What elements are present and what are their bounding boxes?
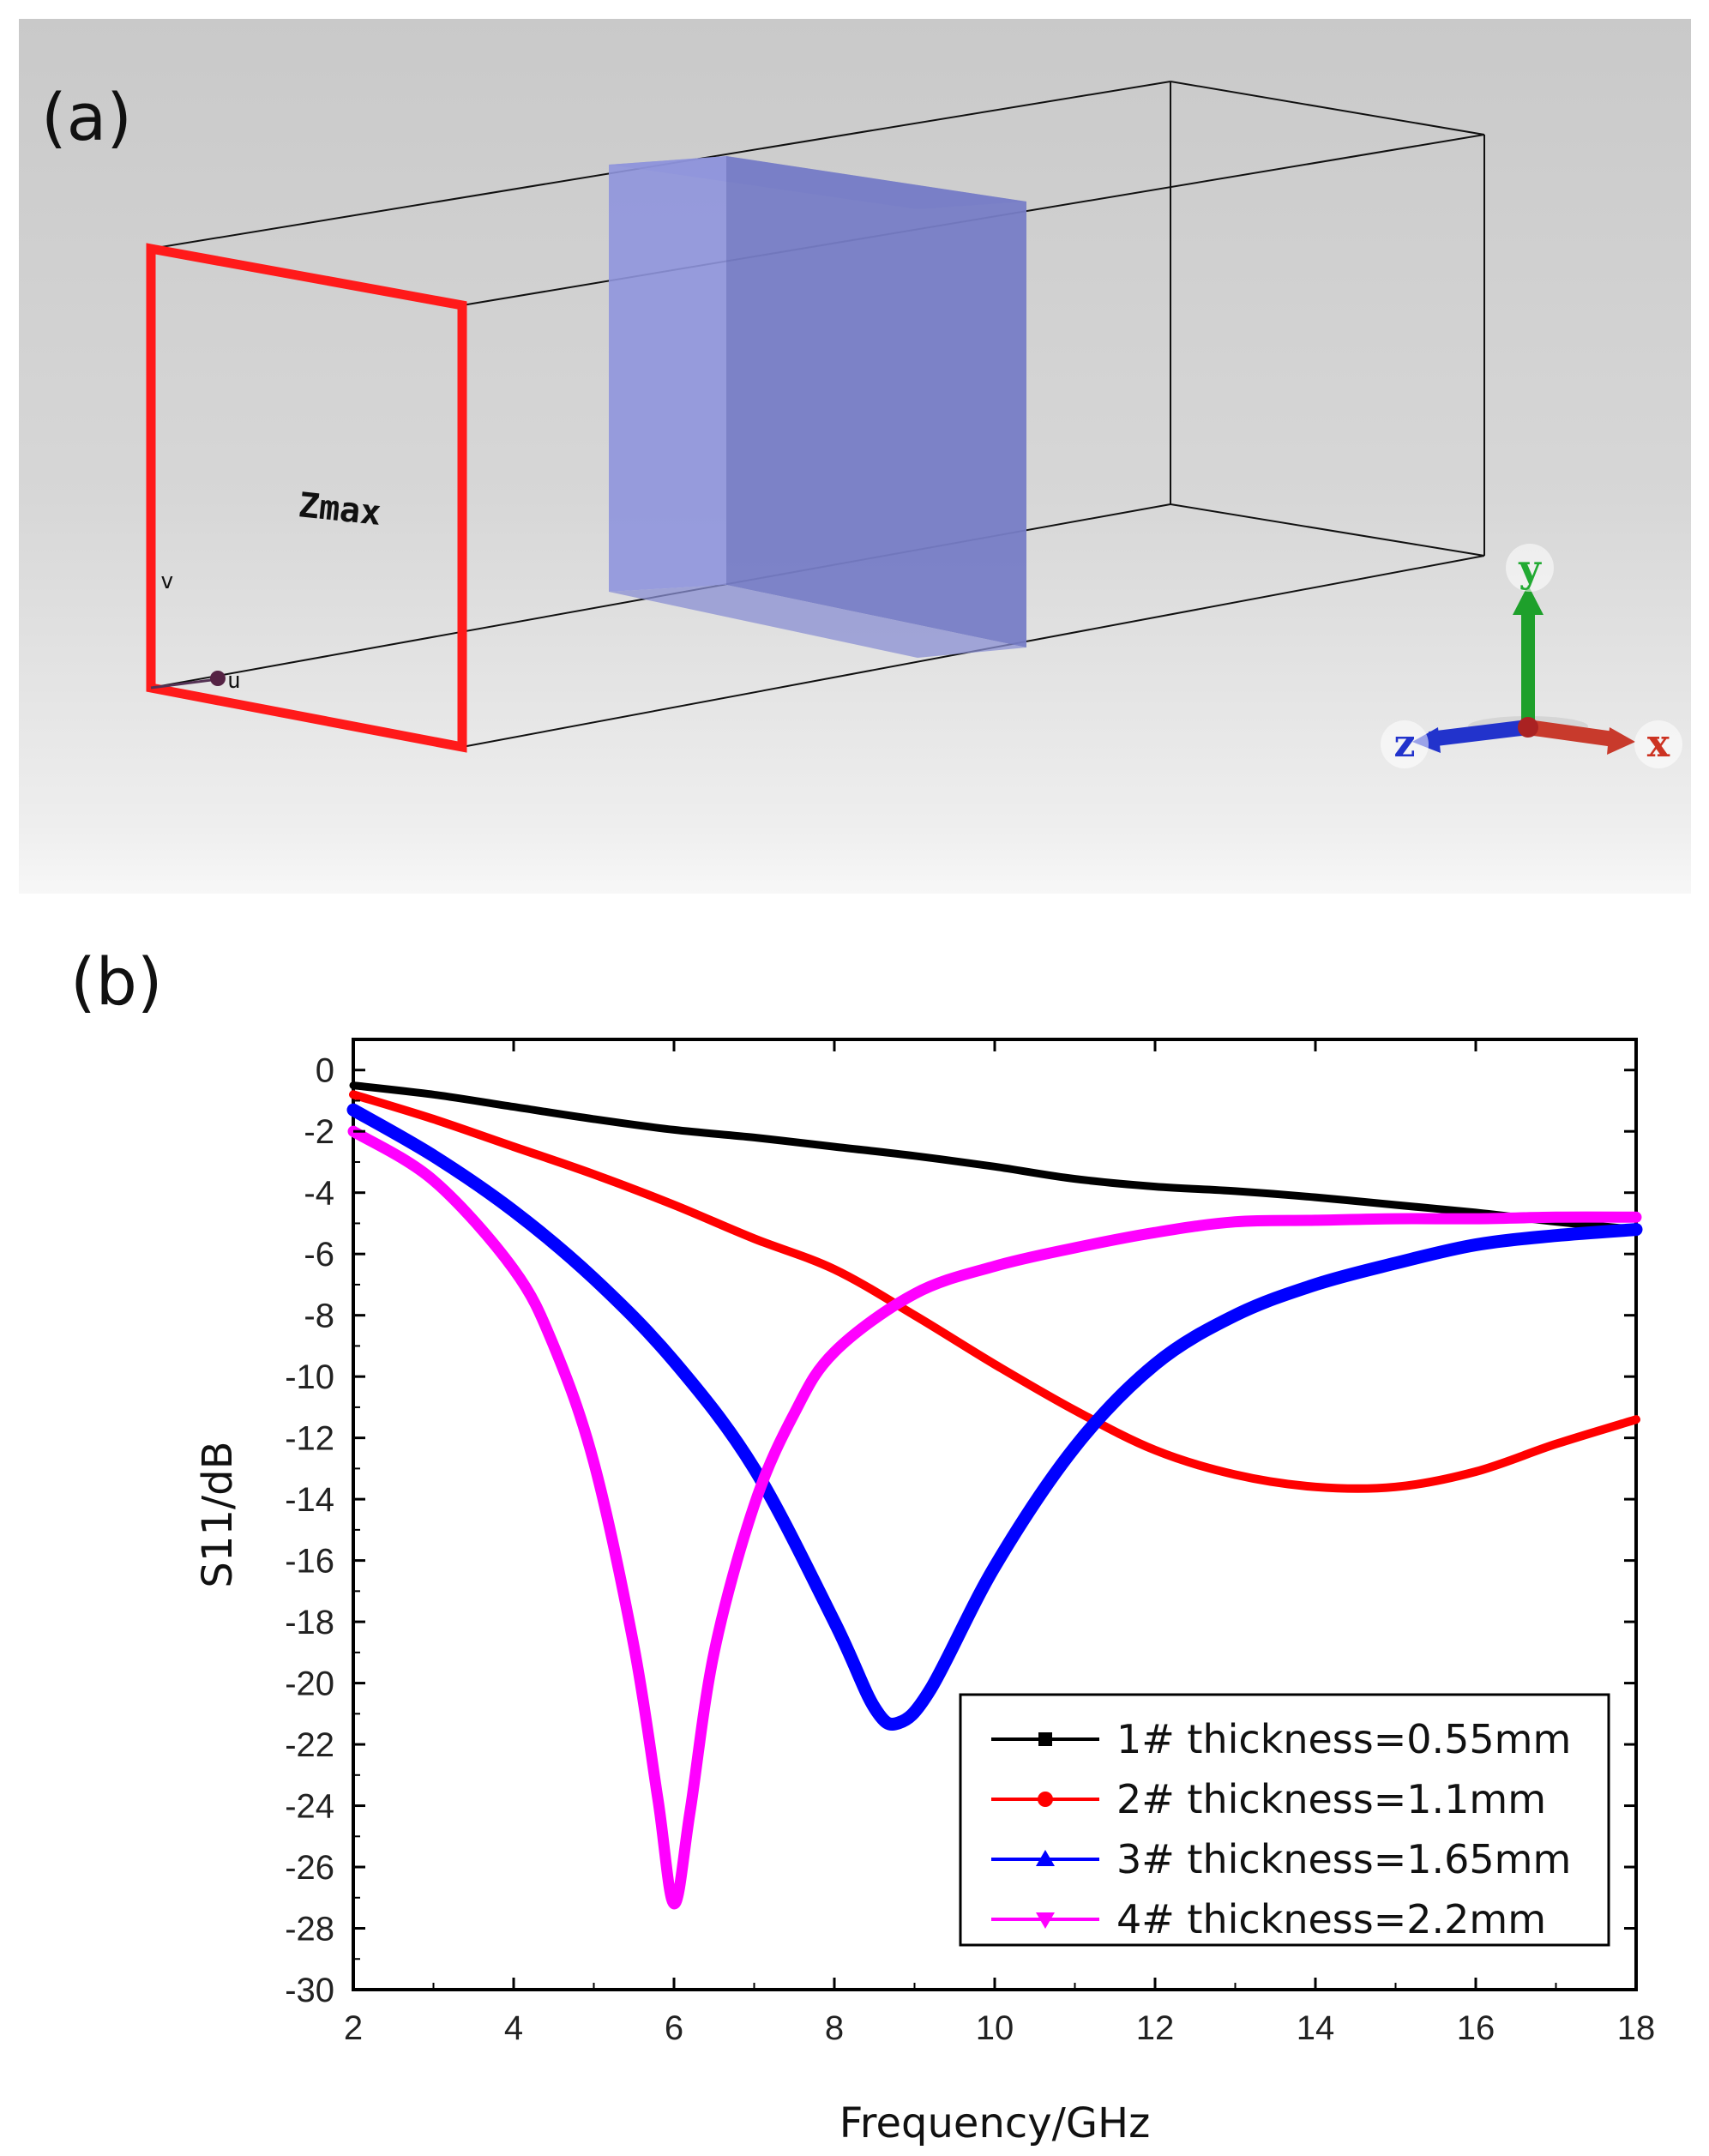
z-axis-label: z	[1394, 722, 1416, 766]
y-tick-label: -6	[304, 1236, 334, 1274]
series-layer	[346, 1081, 1643, 1910]
x-tick-label: 12	[1136, 2009, 1175, 2047]
y-tick-label: -26	[285, 1849, 334, 1887]
absorber-slab	[609, 156, 1026, 658]
y-tick-label: -2	[304, 1113, 334, 1151]
y-axis-label: y	[1518, 547, 1542, 591]
port-frame	[146, 243, 467, 753]
axis-triad: y z x	[1381, 544, 1682, 768]
x-axis-title: Frequency/GHz	[839, 2099, 1151, 2147]
ticks-layer: 2 4 6 8 10 12 14 16 18 0 -2 -4 -6 -8 -10 -12 -14 -16 -18 -2…	[285, 1039, 1655, 2047]
series-line-3	[346, 1103, 1643, 1731]
legend-marker-4	[1036, 1912, 1055, 1929]
series-line-4	[347, 1125, 1642, 1910]
x-tick-label: 10	[976, 2009, 1014, 2047]
u-label: u	[227, 668, 241, 694]
y-tick-label: -4	[304, 1175, 334, 1213]
legend-label-3: 3# thickness=1.65mm	[1116, 1836, 1571, 1882]
y-tick-label: -28	[285, 1911, 334, 1948]
y-tick-label: 0	[316, 1052, 334, 1090]
panel-a-model-view: v u Zmax y z x (a)	[19, 19, 1691, 894]
y-tick-label: -14	[285, 1481, 334, 1519]
y-tick-label: -12	[285, 1420, 334, 1458]
series-line-1	[349, 1081, 1640, 1234]
x-tick-label: 14	[1297, 2009, 1335, 2047]
port-label: Zmax	[297, 485, 383, 533]
model-3d-view: v u Zmax y z x	[146, 81, 1682, 768]
s11-chart: 2 4 6 8 10 12 14 16 18 0 -2 -4 -6 -8 -10 -12 -14 -16 -18 -2…	[194, 1038, 1655, 2147]
y-tick-label: -24	[285, 1788, 334, 1826]
y-tick-label: -18	[285, 1604, 334, 1641]
x-tick-label: 6	[665, 2009, 683, 2047]
x-tick-label: 16	[1457, 2009, 1495, 2047]
legend-label-4: 4# thickness=2.2mm	[1116, 1896, 1546, 1942]
legend-label-1: 1# thickness=0.55mm	[1116, 1716, 1571, 1762]
y-axis-title: S11/dB	[194, 1441, 242, 1587]
x-tick-label: 2	[344, 2009, 363, 2047]
legend-marker-3	[1036, 1850, 1055, 1866]
panel-a-label: (a)	[41, 79, 132, 155]
legend-label-2: 2# thickness=1.1mm	[1116, 1776, 1546, 1822]
legend-box	[959, 1693, 1610, 1947]
x-tick-label: 4	[504, 2009, 523, 2047]
legend-marker-1	[1038, 1732, 1052, 1746]
legend: 1# thickness=0.55mm 2# thickness=1.1mm 3# …	[959, 1693, 1610, 1947]
series-line-2	[349, 1090, 1640, 1493]
panel-b-label: (b)	[70, 943, 163, 1020]
y-tick-label: -20	[285, 1665, 334, 1703]
y-tick-label: -30	[285, 1972, 334, 2009]
y-tick-label: -8	[304, 1298, 334, 1335]
x-axis-label: x	[1647, 722, 1670, 766]
y-tick-label: -16	[285, 1543, 334, 1581]
v-label: v	[160, 569, 174, 594]
x-tick-label: 8	[825, 2009, 844, 2047]
x-tick-label: 18	[1617, 2009, 1656, 2047]
y-tick-label: -10	[285, 1358, 334, 1396]
legend-marker-2	[1038, 1792, 1053, 1807]
port-uv-axes: v u	[150, 569, 241, 694]
y-tick-label: -22	[285, 1726, 334, 1764]
